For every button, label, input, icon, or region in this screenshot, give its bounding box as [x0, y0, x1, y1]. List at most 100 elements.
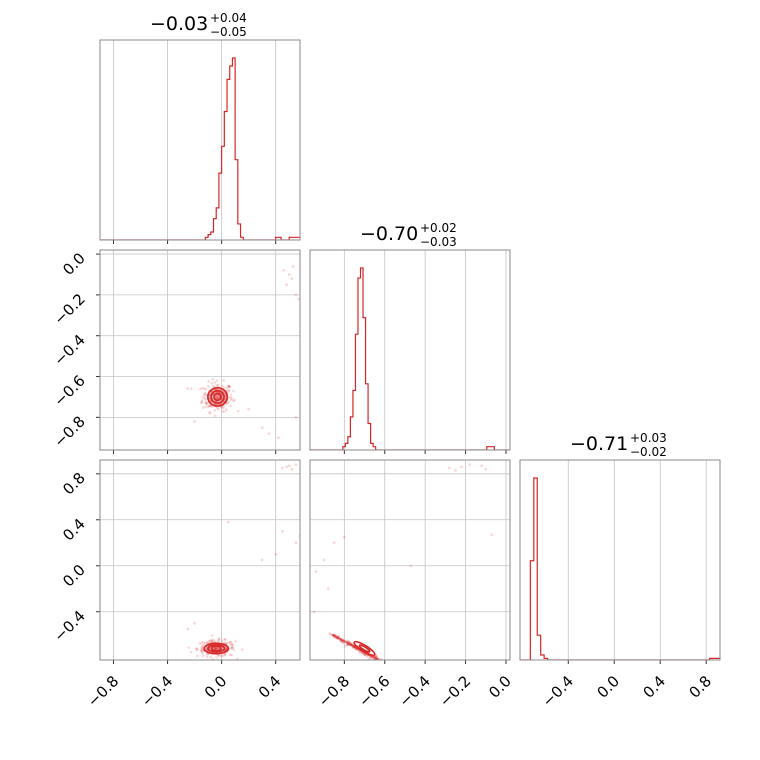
scatter-point — [208, 410, 212, 414]
scatter-point — [312, 610, 316, 614]
scatter-point — [207, 404, 211, 408]
scatter-point — [223, 410, 226, 414]
scatter-point — [294, 293, 298, 297]
panel-hist-param-1: −0.03 +0.04−0.05 — [99, 11, 301, 244]
scatter-point — [215, 383, 219, 387]
scatter-point — [221, 384, 224, 388]
scatter-point — [241, 648, 244, 651]
scatter-point — [213, 414, 217, 417]
scatter-point — [231, 643, 235, 647]
scatter-point — [222, 386, 226, 390]
scatter-point — [214, 647, 218, 650]
scatter-point — [215, 646, 218, 650]
x-tick-label: −0.6 — [355, 672, 393, 710]
scatter-point — [226, 401, 229, 405]
scatter-point — [195, 647, 198, 651]
scatter-point — [206, 641, 210, 645]
scatter-point — [215, 379, 219, 383]
scatter-point — [204, 401, 208, 404]
scatter-point — [247, 407, 251, 411]
scatter-point — [343, 645, 346, 648]
scatter-point — [230, 397, 234, 400]
scatter-point — [193, 420, 196, 423]
scatter-point — [199, 649, 203, 653]
scatter-point — [216, 640, 220, 643]
contour-line — [207, 386, 229, 407]
scatter-point — [213, 646, 217, 650]
contour-line — [358, 644, 371, 653]
scatter-point — [204, 387, 208, 391]
panel-title: −0.70 — [360, 223, 418, 245]
scatter-point — [216, 647, 220, 650]
x-tick-label: 0.4 — [255, 672, 285, 702]
scatter-point — [203, 396, 206, 400]
panel-hist-param-3: −0.71 +0.03−0.02 — [519, 431, 721, 664]
scatter-point — [206, 653, 209, 656]
panel-frame — [309, 459, 511, 661]
scatter-point — [447, 466, 451, 470]
scatter-point — [210, 634, 214, 637]
scatter-point — [227, 388, 230, 392]
scatter-point — [201, 641, 205, 644]
scatter-point — [205, 661, 208, 664]
scatter-point — [221, 654, 225, 657]
scatter-point — [281, 529, 284, 533]
scatter-point — [201, 396, 204, 399]
panel-frame — [99, 249, 301, 451]
x-tick-label: 0.4 — [639, 672, 669, 702]
corner-panels: −0.03 +0.04−0.050.0−0.2−0.4−0.6−0.8−0.70 +… — [50, 11, 721, 711]
scatter-point — [294, 541, 298, 545]
scatter-point — [276, 436, 280, 440]
density-fill — [207, 387, 228, 407]
scatter-point — [332, 541, 336, 545]
scatter-point — [260, 426, 264, 429]
scatter-point — [230, 643, 234, 646]
x-tick-label: 0.0 — [485, 672, 515, 702]
scatter-point — [201, 652, 204, 655]
scatter-point — [225, 386, 229, 390]
scatter-point — [227, 384, 230, 388]
scatter-point — [201, 654, 205, 658]
scatter-point — [294, 463, 298, 466]
scatter-point — [203, 393, 206, 397]
scatter-points — [186, 264, 300, 440]
scatter-point — [290, 277, 294, 280]
density-ridge — [331, 633, 380, 660]
scatter-point — [232, 389, 235, 393]
x-tick-label: −0.4 — [395, 672, 433, 710]
scatter-point — [460, 465, 463, 469]
scatter-point — [290, 467, 294, 471]
scatter-point — [196, 654, 199, 658]
scatter-point — [213, 408, 217, 412]
title-lower-error: −0.03 — [420, 235, 457, 249]
scatter-point — [287, 464, 291, 468]
scatter-point — [329, 633, 332, 636]
scatter-point — [217, 383, 220, 387]
scatter-point — [187, 646, 191, 649]
scatter-point — [205, 401, 209, 405]
scatter-point — [227, 385, 231, 388]
scatter-point — [217, 653, 220, 657]
scatter-point — [204, 647, 208, 651]
scatter-point — [229, 643, 233, 647]
scatter-point — [231, 646, 235, 649]
histogram-step — [100, 57, 300, 240]
scatter-point — [214, 647, 218, 650]
scatter-point — [228, 653, 232, 656]
scatter-point — [222, 379, 225, 382]
scatter-point — [217, 637, 221, 641]
x-axis-labels-hist-param-3: −0.4 0.0 0.4 0.8 — [539, 672, 715, 710]
scatter-point — [297, 297, 300, 301]
scatter-point — [223, 653, 227, 657]
scatter-point — [221, 406, 225, 410]
scatter-point — [228, 640, 231, 644]
scatter-point — [365, 655, 369, 658]
scatter-point — [227, 401, 230, 404]
scatter-point — [211, 377, 215, 381]
x-tick-label: −0.8 — [84, 672, 122, 710]
scatter-point — [345, 643, 349, 647]
scatter-point — [196, 648, 199, 652]
y-tick-label: 0.4 — [59, 515, 89, 545]
scatter-point — [281, 466, 284, 470]
x-axis-labels-2d-param-2-vs-param-3: −0.8 −0.6 −0.4 −0.2 0.0 — [315, 672, 515, 710]
